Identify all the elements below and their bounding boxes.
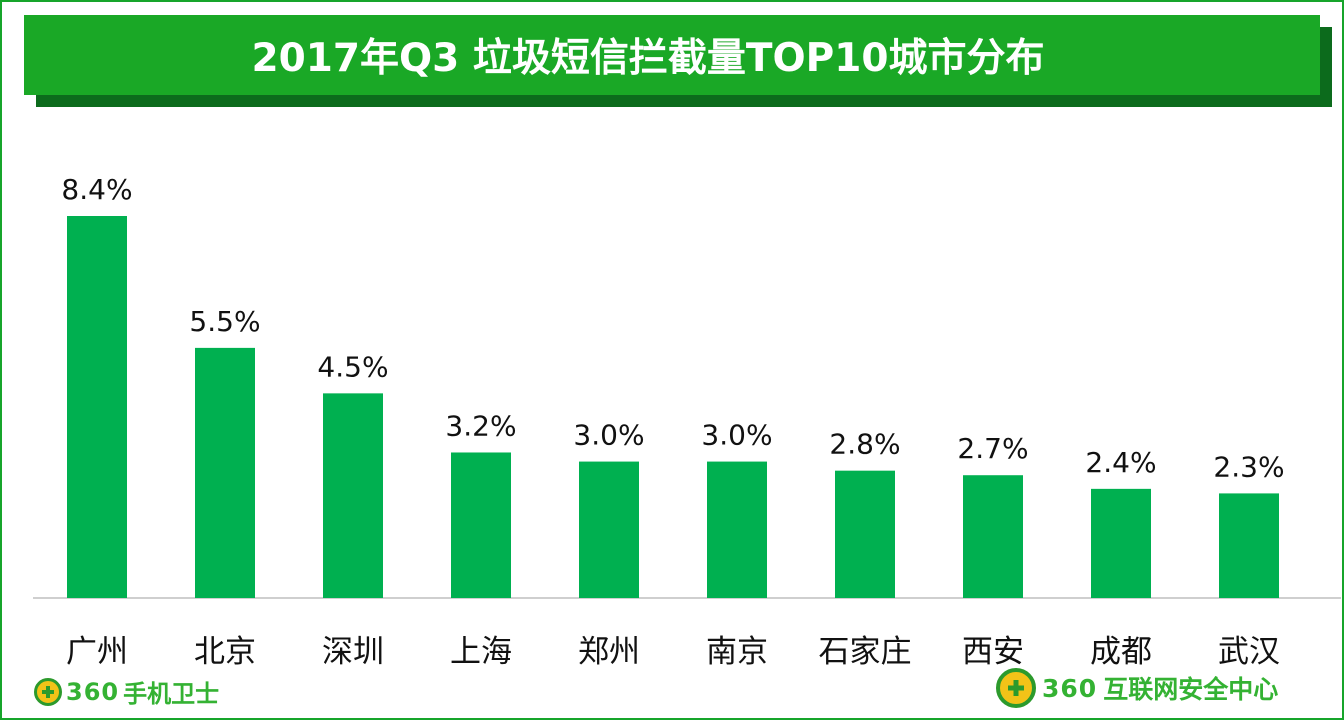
bar-5 [707, 461, 767, 598]
shield-plus-icon [34, 677, 62, 706]
logo-left-number: 360 [66, 677, 120, 706]
chart-title: 2017年Q3 垃圾短信拦截量TOP10城市分布 [251, 36, 1045, 81]
shield-plus-icon [996, 668, 1036, 708]
bar-8 [1091, 488, 1151, 598]
data-label-2: 4.5% [317, 350, 388, 383]
data-label-6: 2.8% [829, 428, 900, 461]
bar-7 [963, 475, 1023, 598]
title-bar: 2017年Q3 垃圾短信拦截量TOP10城市分布 [24, 15, 1320, 95]
bar-9 [1219, 493, 1279, 598]
bar-6 [835, 470, 895, 598]
data-label-0: 8.4% [61, 173, 132, 206]
x-tick-label-1: 北京 [194, 634, 256, 670]
x-tick-label-5: 南京 [706, 634, 768, 670]
x-tick-label-6: 石家庄 [819, 634, 912, 670]
bar-3 [451, 452, 511, 598]
logo-360-mobile-guard: 360 手机卫士 [34, 674, 219, 709]
data-label-7: 2.7% [957, 432, 1028, 465]
bar-2 [323, 393, 383, 598]
x-tick-label-2: 深圳 [322, 634, 384, 670]
data-label-9: 2.3% [1213, 450, 1284, 483]
data-label-8: 2.4% [1085, 446, 1156, 479]
bar-1 [195, 347, 255, 598]
data-label-4: 3.0% [573, 419, 644, 452]
logo-360-security-center: 360 互联网安全中心 [996, 668, 1278, 708]
x-tick-label-3: 上海 [450, 634, 512, 670]
data-label-3: 3.2% [445, 409, 516, 442]
data-label-5: 3.0% [701, 419, 772, 452]
data-label-1: 5.5% [189, 305, 260, 338]
bar-0 [67, 216, 127, 598]
x-tick-label-7: 西安 [962, 634, 1024, 670]
x-tick-label-0: 广州 [66, 634, 128, 670]
bar-4 [579, 461, 639, 598]
logo-left-text: 手机卫士 [123, 680, 220, 708]
logo-right-text: 互联网安全中心 [1103, 675, 1279, 704]
logo-right-number: 360 [1042, 673, 1098, 703]
x-tick-label-4: 郑州 [578, 634, 640, 670]
x-tick-label-8: 成都 [1090, 634, 1152, 670]
x-tick-label-9: 武汉 [1218, 634, 1280, 670]
